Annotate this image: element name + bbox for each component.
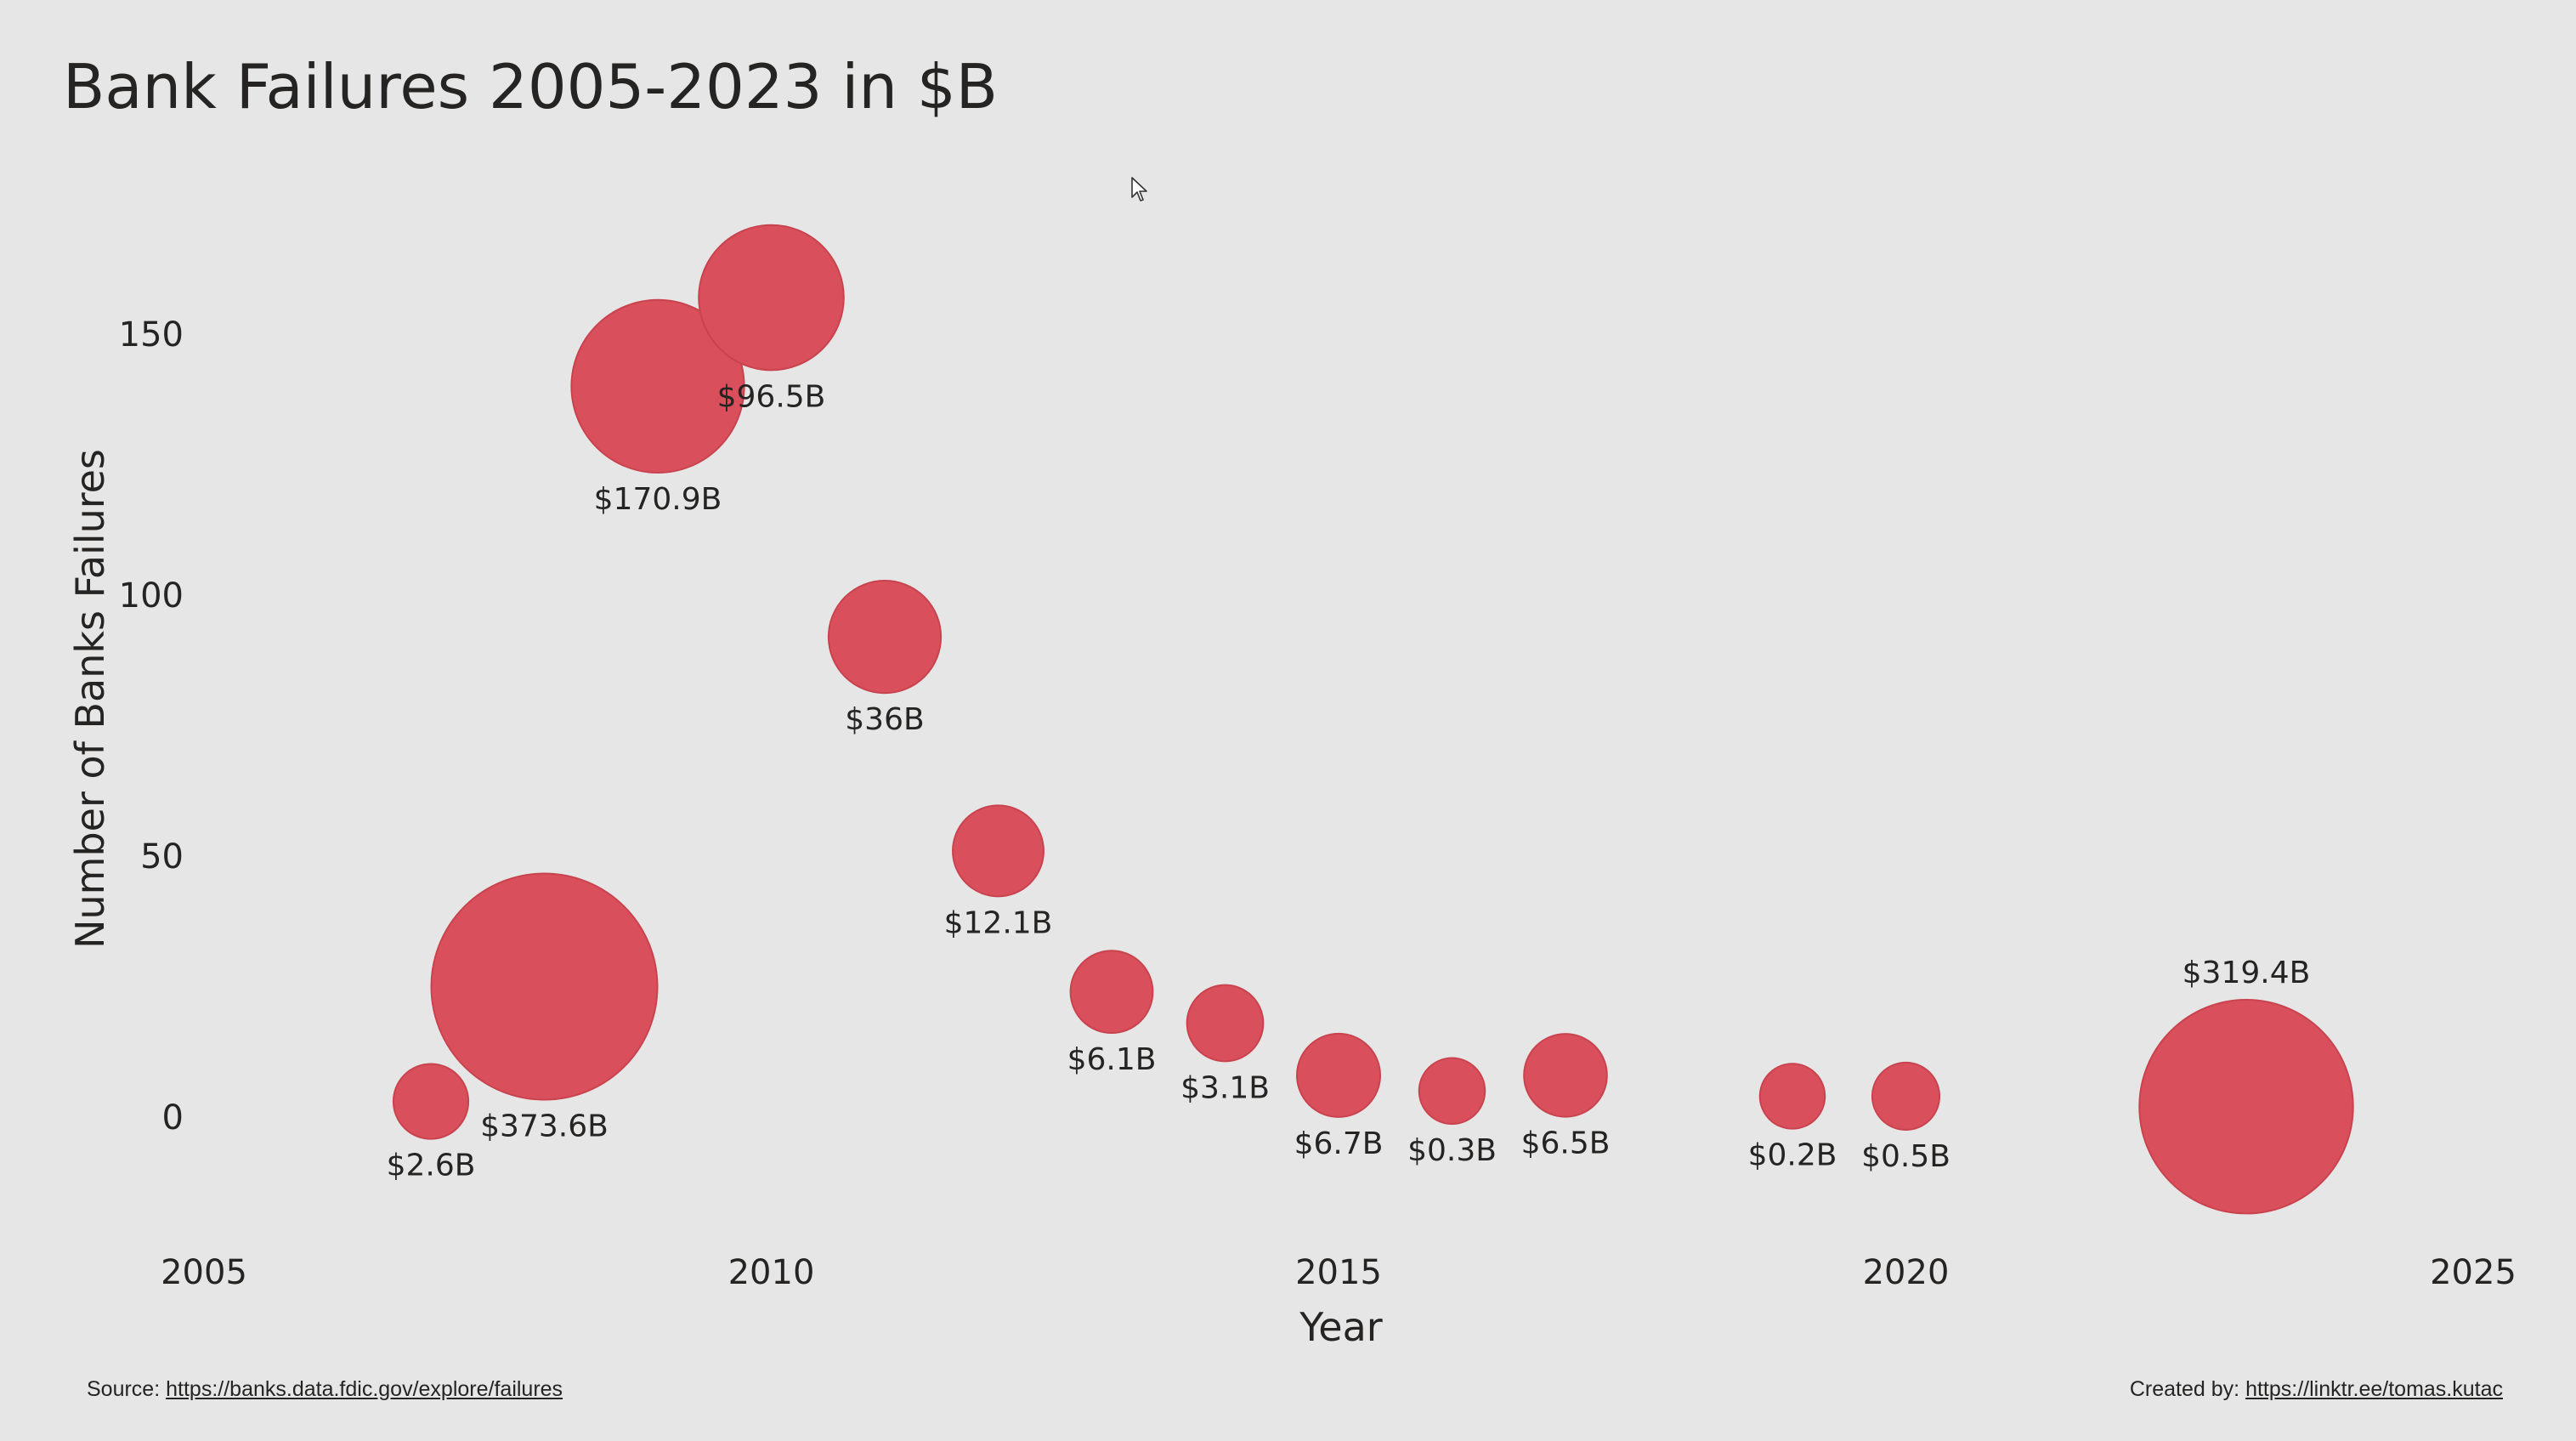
bubble-point[interactable] [827,580,943,695]
x-tick-label: 2010 [728,1253,815,1292]
bubble-point[interactable] [392,1063,470,1140]
bubble-data-label: $0.5B [1861,1139,1950,1174]
y-axis: 0 50 100 150 [119,315,184,1137]
data-label-layer: $2.6B$373.6B $170.9B $96.5B $36B $12.1B $6.1B… [387,379,2311,1183]
y-tick-label: 0 [162,1098,184,1137]
source-footer: Source: https://banks.data.fdic.gov/expl… [87,1377,563,1402]
bubble-data-label: $373.6B [480,1109,609,1144]
bubble-point[interactable] [1758,1063,1826,1130]
bubble-point[interactable] [430,872,659,1101]
bubble-data-label: $12.1B [944,905,1053,940]
bubble-point[interactable] [952,804,1045,898]
bubble-point[interactable] [2138,999,2354,1215]
bubble-point[interactable] [1418,1057,1486,1126]
y-axis-title: Number of Banks Failures [67,449,113,949]
credit-label: Created by: [2129,1377,2240,1401]
bubble-point[interactable] [570,298,745,474]
bubble-data-label: $6.7B [1294,1126,1384,1161]
page-title: Bank Failures 2005-2023 in $B [63,51,999,122]
bubble-data-label: $6.5B [1521,1126,1611,1161]
bubble-point[interactable] [1069,950,1154,1035]
bubble-data-label: $170.9B [594,482,722,517]
credit-footer: Created by: https://linktr.ee/tomas.kuta… [2130,1377,2503,1402]
bubble-layer [392,224,2354,1215]
bubble-point[interactable] [698,224,845,372]
x-axis-title: Year [1299,1304,1382,1350]
credit-link[interactable]: https://linktr.ee/tomas.kutac [2245,1377,2503,1401]
y-tick-label: 150 [119,315,184,355]
bubble-data-label: $96.5B [717,379,826,414]
bubble-data-label: $0.3B [1407,1133,1497,1168]
bubble-point[interactable] [1296,1032,1381,1118]
y-tick-label: 100 [119,576,184,616]
x-tick-label: 2015 [1295,1253,1382,1292]
x-tick-label: 2025 [2430,1253,2517,1292]
x-tick-label: 2020 [1863,1253,1950,1292]
x-axis: 2005 2010 2015 2020 2025 [161,1253,2517,1292]
mouse-cursor-icon [1131,177,1147,201]
bubble-data-label: $6.1B [1067,1042,1157,1077]
source-link[interactable]: https://banks.data.fdic.gov/explore/fail… [166,1377,563,1401]
bubble-point[interactable] [1523,1033,1608,1118]
bubble-data-label: $36B [845,702,924,737]
bubble-point[interactable] [1186,984,1265,1063]
bubble-point[interactable] [1871,1061,1941,1131]
bubble-data-label: $2.6B [387,1149,476,1183]
source-label: Source: [87,1377,161,1401]
bubble-data-label: $0.2B [1748,1138,1837,1173]
bubble-data-label: $319.4B [2183,956,2311,990]
y-tick-label: 50 [140,837,184,877]
x-tick-label: 2005 [161,1253,247,1292]
bubble-data-label: $3.1B [1180,1070,1270,1105]
